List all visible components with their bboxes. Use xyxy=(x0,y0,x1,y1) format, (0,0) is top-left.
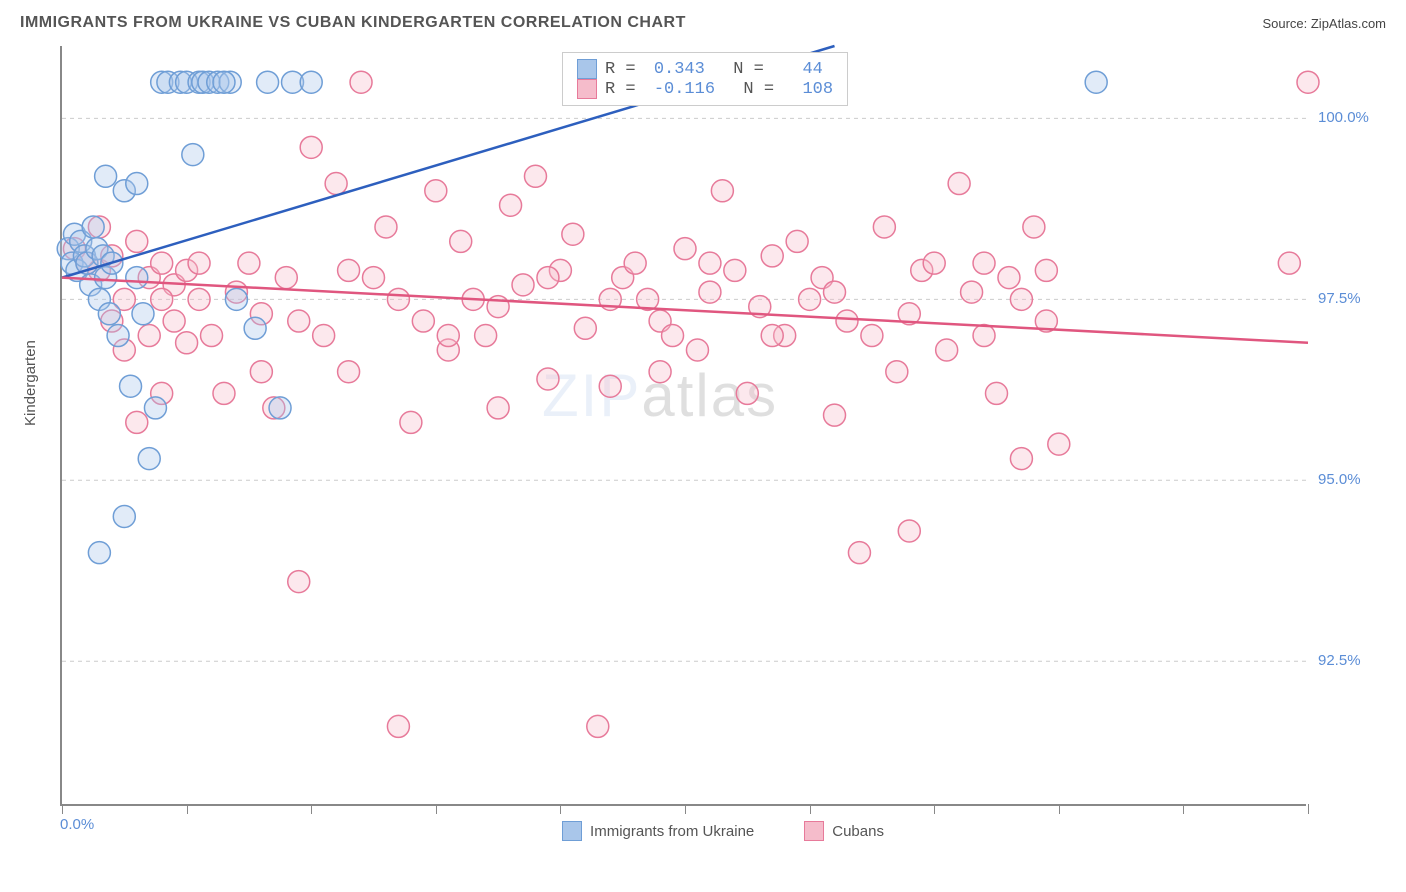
x-tick xyxy=(685,804,686,814)
plot-area: ZIPatlas 92.5%95.0%97.5%100.0% Kindergar… xyxy=(60,46,1306,806)
chart-source: Source: ZipAtlas.com xyxy=(1262,16,1386,31)
x-tick xyxy=(560,804,561,814)
y-axis-label: Kindergarten xyxy=(22,340,39,426)
stat-r-label: R = xyxy=(605,60,646,79)
x-tick xyxy=(1308,804,1309,814)
series-cubans xyxy=(63,71,1319,737)
stats-row-ukraine: R = 0.343 N = 44 xyxy=(577,59,833,79)
legend-label-ukraine: Immigrants from Ukraine xyxy=(590,823,754,840)
stat-r-cubans: -0.116 xyxy=(654,80,715,99)
y-tick-label: 95.0% xyxy=(1318,471,1361,488)
stats-row-cubans: R = -0.116 N = 108 xyxy=(577,79,833,99)
y-tick-label: 100.0% xyxy=(1318,109,1369,126)
legend-swatch-cubans xyxy=(804,821,824,841)
x-tick xyxy=(62,804,63,814)
x-tick xyxy=(187,804,188,814)
chart-header: IMMIGRANTS FROM UKRAINE VS CUBAN KINDERG… xyxy=(0,0,1406,46)
chart-title: IMMIGRANTS FROM UKRAINE VS CUBAN KINDERG… xyxy=(20,14,686,32)
x-tick xyxy=(810,804,811,814)
legend-label-cubans: Cubans xyxy=(832,823,884,840)
legend-item-cubans: Cubans xyxy=(804,821,884,841)
stats-swatch-ukraine xyxy=(577,59,597,79)
stats-swatch-cubans xyxy=(577,79,597,99)
stat-n-label: N = xyxy=(713,60,774,79)
stats-box: R = 0.343 N = 44 R = -0.116 N = 108 xyxy=(562,52,848,106)
x-tick xyxy=(934,804,935,814)
stat-n-label: N = xyxy=(723,80,784,99)
stat-r-label: R = xyxy=(605,80,646,99)
x-tick xyxy=(1059,804,1060,814)
y-tick-label: 92.5% xyxy=(1318,652,1361,669)
plot-container: ZIPatlas 92.5%95.0%97.5%100.0% Kindergar… xyxy=(60,46,1386,842)
y-tick-label: 97.5% xyxy=(1318,290,1361,307)
plot-svg xyxy=(62,46,1308,806)
stat-n-cubans: 108 xyxy=(792,80,833,99)
legend-item-ukraine: Immigrants from Ukraine xyxy=(562,821,754,841)
x-tick xyxy=(311,804,312,814)
stat-r-ukraine: 0.343 xyxy=(654,60,705,79)
legend-bottom: Immigrants from Ukraine Cubans xyxy=(60,821,1386,841)
x-tick xyxy=(436,804,437,814)
x-tick xyxy=(1183,804,1184,814)
stat-n-ukraine: 44 xyxy=(782,60,823,79)
legend-swatch-ukraine xyxy=(562,821,582,841)
gridlines xyxy=(62,118,1308,661)
